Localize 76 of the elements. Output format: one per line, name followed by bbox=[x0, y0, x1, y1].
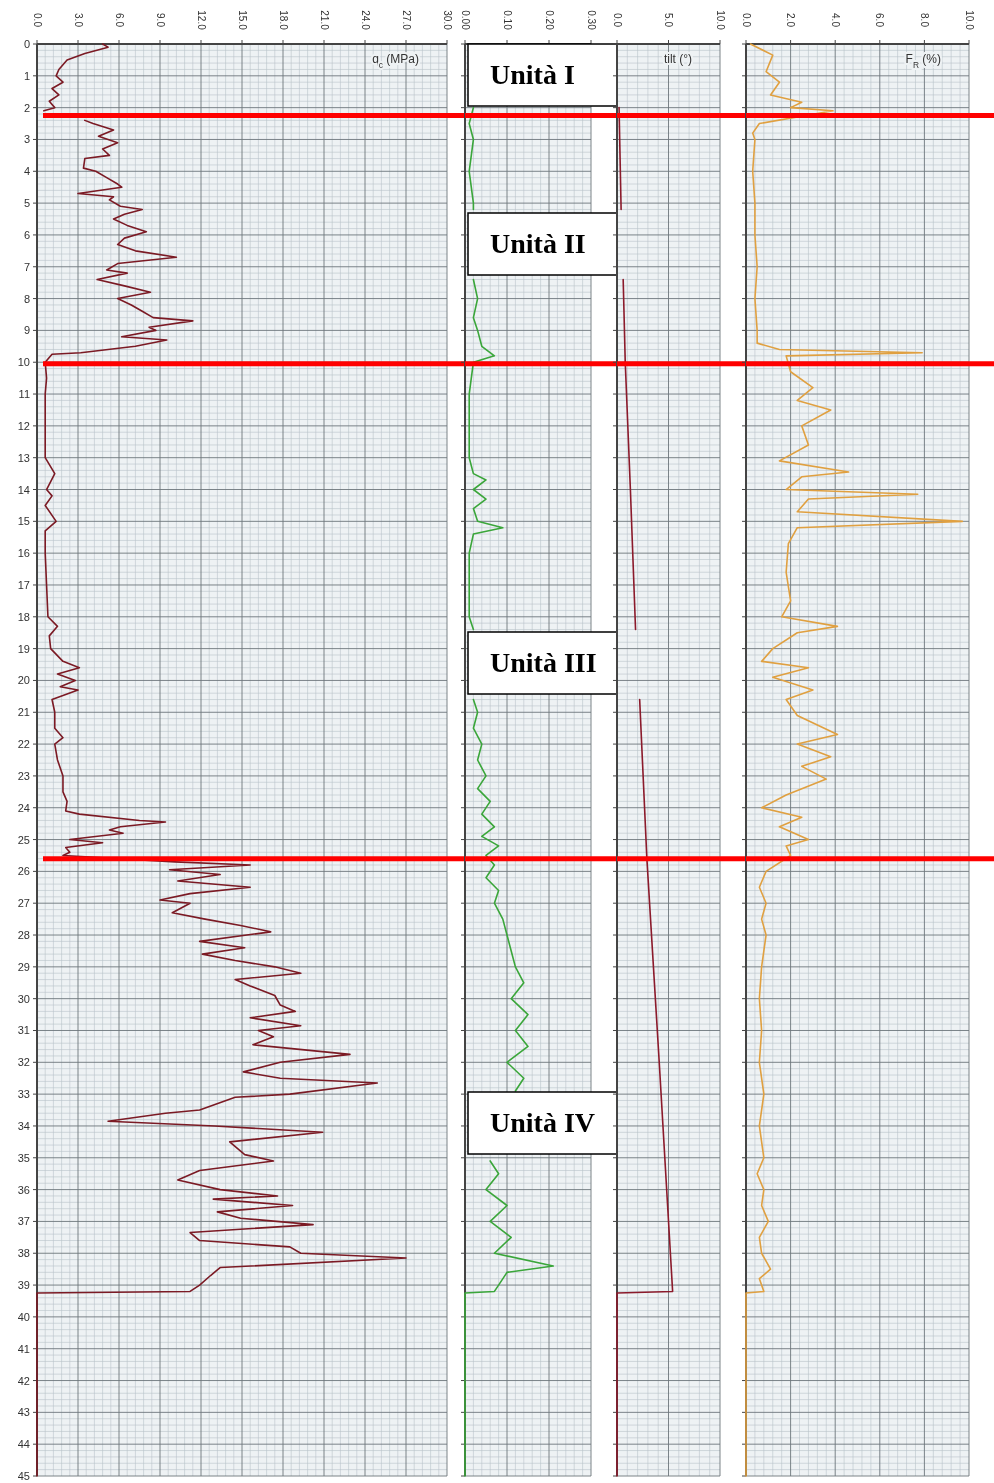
x-tick-label: 0.00 bbox=[459, 10, 471, 31]
annotation: Unità II bbox=[490, 228, 586, 259]
y-tick-label: 13 bbox=[17, 451, 30, 464]
x-tick-label: 21.0 bbox=[318, 10, 330, 31]
x-tick-label: 27.0 bbox=[400, 10, 412, 31]
y-tick-label: 8 bbox=[23, 292, 30, 305]
x-tick-label: 18.0 bbox=[277, 10, 289, 31]
y-tick-label: 35 bbox=[17, 1151, 30, 1164]
y-tick-label: 40 bbox=[17, 1310, 30, 1323]
x-tick-label: 6.0 bbox=[113, 13, 125, 28]
y-tick-label: 32 bbox=[17, 1056, 30, 1069]
y-tick-label: 45 bbox=[17, 1470, 30, 1482]
y-tick-label: 14 bbox=[17, 483, 30, 496]
y-tick-label: 41 bbox=[17, 1342, 30, 1355]
y-tick-label: 29 bbox=[17, 960, 30, 973]
y-tick-label: 6 bbox=[23, 228, 30, 241]
y-tick-label: 1 bbox=[23, 69, 30, 82]
x-tick-label: 9.0 bbox=[154, 13, 166, 28]
x-tick-label: 10.0 bbox=[714, 10, 726, 31]
y-tick-label: 27 bbox=[17, 897, 30, 910]
y-tick-label: 26 bbox=[17, 865, 30, 878]
y-tick-label: 25 bbox=[17, 833, 30, 846]
x-tick-label: 8.0 bbox=[918, 13, 930, 28]
x-tick-label: 15.0 bbox=[236, 10, 248, 31]
x-tick-label: 24.0 bbox=[359, 10, 371, 31]
y-tick-label: 11 bbox=[18, 388, 30, 401]
y-tick-label: 38 bbox=[17, 1247, 30, 1260]
x-tick-label: 3.0 bbox=[72, 13, 84, 28]
x-axis-title: q$_{c}$ (MPa) bbox=[372, 52, 419, 70]
x-axis-title: F$_{R}$ (%) bbox=[905, 52, 941, 70]
y-tick-label: 10 bbox=[17, 356, 30, 369]
x-tick-label: 0.0 bbox=[31, 13, 43, 28]
y-tick-label: 37 bbox=[17, 1215, 30, 1228]
y-tick-label: 4 bbox=[23, 165, 30, 178]
y-tick-label: 0 bbox=[23, 38, 30, 50]
y-tick-label: 20 bbox=[17, 674, 30, 687]
y-tick-label: 24 bbox=[17, 801, 30, 814]
y-tick-label: 31 bbox=[17, 1024, 30, 1037]
y-tick-label: 22 bbox=[17, 738, 30, 751]
y-tick-label: 19 bbox=[17, 642, 30, 655]
x-tick-label: 0.20 bbox=[543, 10, 555, 31]
y-tick-label: 28 bbox=[17, 929, 30, 942]
x-tick-label: 6.0 bbox=[874, 13, 886, 28]
y-tick-label: 2 bbox=[23, 101, 30, 114]
annotation: Unità I bbox=[490, 59, 575, 90]
y-tick-label: 16 bbox=[17, 547, 30, 560]
y-tick-label: 39 bbox=[17, 1279, 30, 1292]
y-tick-label: 33 bbox=[17, 1088, 30, 1101]
y-tick-label: 42 bbox=[17, 1374, 30, 1387]
x-tick-label: 30.0 bbox=[441, 10, 453, 31]
x-tick-label: 2.0 bbox=[785, 13, 797, 28]
y-tick-label: 30 bbox=[17, 992, 30, 1005]
x-tick-label: 0.0 bbox=[740, 13, 752, 28]
y-tick-label: 3 bbox=[23, 133, 30, 146]
annotation: Unità IV bbox=[490, 1107, 596, 1138]
y-tick-label: 36 bbox=[17, 1183, 30, 1196]
y-tick-label: 18 bbox=[17, 610, 30, 623]
y-tick-label: 34 bbox=[17, 1119, 30, 1132]
y-tick-label: 23 bbox=[17, 769, 30, 782]
x-tick-label: 4.0 bbox=[829, 13, 841, 28]
y-tick-label: 7 bbox=[23, 260, 30, 273]
y-tick-label: 44 bbox=[17, 1438, 30, 1451]
y-tick-label: 43 bbox=[17, 1406, 30, 1419]
x-tick-label: 12.0 bbox=[195, 10, 207, 31]
x-tick-label: 0.30 bbox=[585, 10, 597, 31]
annotation: Unità III bbox=[490, 647, 597, 678]
x-tick-label: 0.0 bbox=[611, 13, 623, 28]
x-tick-label: 10.0 bbox=[963, 10, 975, 31]
x-tick-label: 0.10 bbox=[501, 10, 513, 31]
y-tick-label: 21 bbox=[17, 706, 30, 719]
y-tick-label: 5 bbox=[23, 197, 30, 210]
y-tick-label: 9 bbox=[23, 324, 30, 337]
y-tick-label: 12 bbox=[17, 419, 30, 432]
x-tick-label: 5.0 bbox=[663, 13, 674, 28]
y-tick-label: 17 bbox=[17, 578, 30, 591]
y-tick-label: 15 bbox=[17, 515, 30, 528]
